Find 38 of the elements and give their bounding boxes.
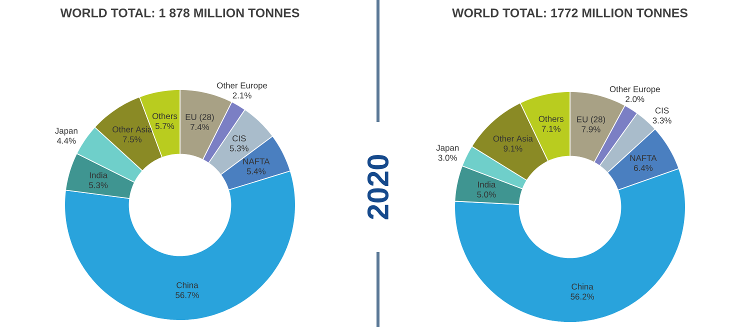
text: 2020 [367, 155, 389, 220]
slice-label: EU (28) [186, 114, 214, 122]
data-label: 56.2% [570, 294, 594, 300]
slice-label: China [176, 282, 198, 288]
data-label: 2.1% [232, 92, 252, 98]
slice-label: CIS [232, 135, 246, 142]
data-label: 5.4% [246, 168, 266, 174]
slice-label: Other Asia [493, 135, 533, 142]
data-label: 9.1% [504, 146, 522, 152]
chart-title: WORLD TOTAL: 1772 MILLION TONNES [452, 8, 688, 18]
slice-label: Others [538, 116, 564, 122]
slice-label: NAFTA [243, 158, 270, 164]
slice-label: Other Europe [610, 86, 660, 94]
slice-label: Others [152, 112, 178, 120]
chart-title: WORLD TOTAL: 1 878 MILLION TONNES [60, 8, 300, 18]
slice-label: EU (28) [577, 116, 606, 124]
slice-label: Other Europe [217, 82, 268, 90]
slice-label: Japan [436, 144, 459, 152]
data-label: 2.0% [626, 96, 644, 102]
slice-label: CIS [655, 108, 669, 114]
data-label: 3.0% [438, 154, 457, 161]
slice-label: India [90, 172, 108, 178]
data-label: 3.3% [652, 118, 672, 124]
data-label: 7.4% [190, 124, 210, 130]
data-label: 6.4% [634, 165, 653, 171]
data-label: 5.3% [89, 182, 108, 188]
data-label: 7.1% [542, 126, 560, 132]
data-label: 7.9% [582, 126, 600, 132]
data-label: 7.5% [122, 136, 142, 142]
slice-label: NAFTA [630, 155, 657, 161]
data-label: 5.3% [230, 145, 248, 152]
data-label: 5.0% [477, 192, 496, 198]
data-label: 56.7% [176, 292, 199, 298]
slice-label: Japan [55, 128, 78, 136]
slice-label: India [478, 181, 496, 188]
data-label: 5.7% [155, 123, 174, 130]
slice-label: China [572, 283, 594, 290]
data-label: 4.4% [56, 138, 76, 144]
